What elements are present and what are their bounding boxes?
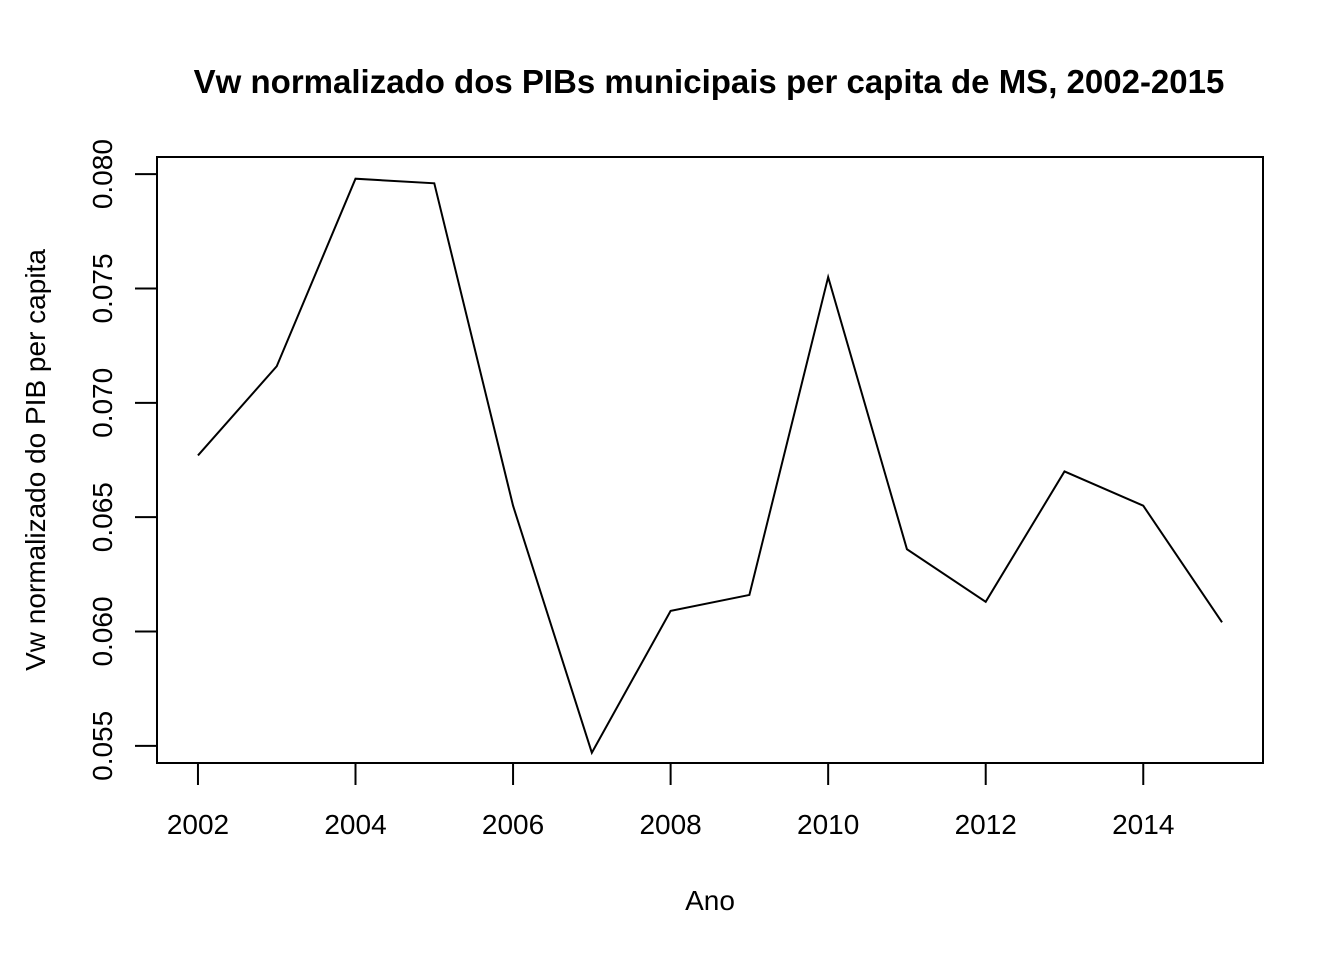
y-tick-label: 0.060 [87, 596, 118, 666]
y-tick-label: 0.065 [87, 482, 118, 552]
x-axis: 2002 2004 2006 2008 2010 2012 2014 [167, 762, 1174, 840]
y-axis-label: Vw normalizado do PIB per capita [20, 249, 51, 671]
plot-frame [156, 156, 1264, 764]
x-tick-label: 2012 [955, 809, 1017, 840]
series-line [197, 177, 1223, 756]
y-tick-label: 0.080 [87, 139, 118, 209]
chart-title: Vw normalizado dos PIBs municipais per c… [194, 63, 1225, 100]
y-tick-label: 0.075 [87, 253, 118, 323]
x-tick-label: 2004 [324, 809, 386, 840]
x-tick-label: 2010 [797, 809, 859, 840]
x-tick-label: 2006 [482, 809, 544, 840]
y-tick-label: 0.070 [87, 368, 118, 438]
y-axis: 0.055 0.060 0.065 0.070 0.075 0.080 [87, 139, 158, 781]
y-tick-label: 0.055 [87, 711, 118, 781]
x-tick-label: 2002 [167, 809, 229, 840]
x-tick-label: 2008 [639, 809, 701, 840]
x-axis-label: Ano [685, 885, 735, 916]
x-tick-label: 2014 [1112, 809, 1174, 840]
series-layer [197, 177, 1223, 756]
